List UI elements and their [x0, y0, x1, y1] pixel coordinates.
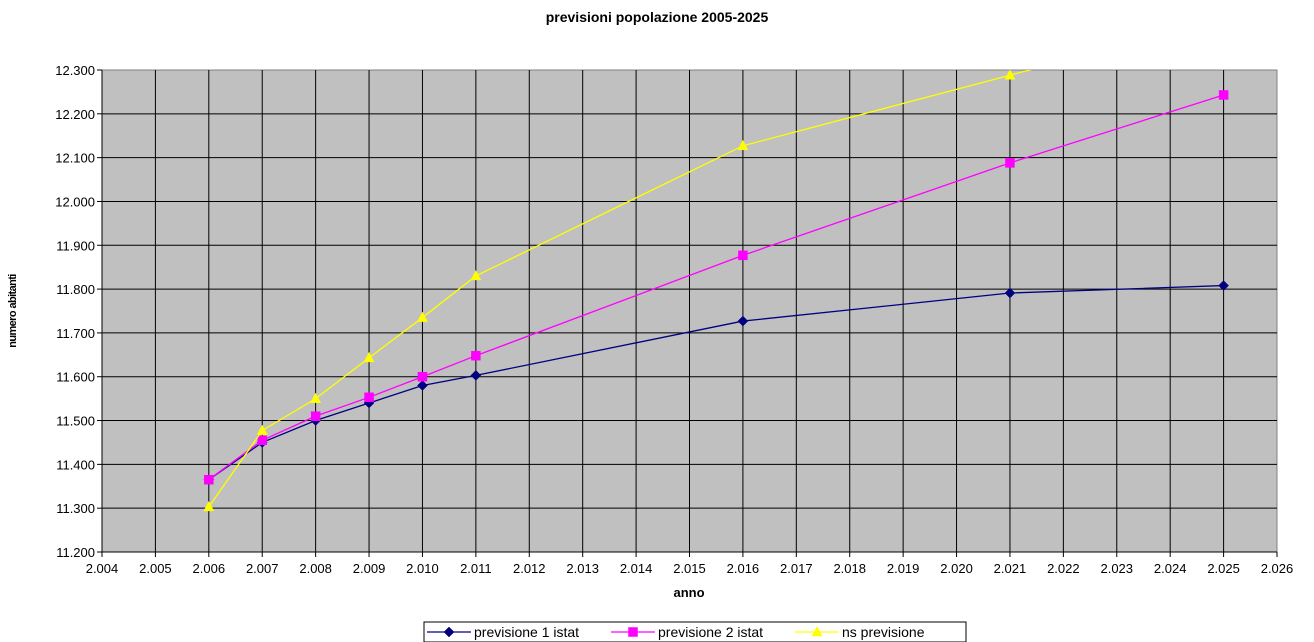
x-tick-label: 2.014 [620, 561, 653, 576]
legend-box [423, 621, 967, 642]
data-point [1005, 158, 1015, 168]
x-tick-label: 2.015 [673, 561, 706, 576]
x-tick-label: 2.016 [727, 561, 760, 576]
data-point [417, 311, 428, 322]
legend-label: previsione 1 istat [474, 624, 579, 640]
x-tick-label: 2.011 [460, 561, 492, 576]
x-tick-label: 2.004 [86, 561, 119, 576]
x-tick-label: 2.024 [1154, 561, 1187, 576]
x-tick-label: 2.025 [1207, 561, 1240, 576]
data-point [1004, 287, 1016, 299]
x-tick-label: 2.013 [566, 561, 599, 576]
x-tick-label: 2.007 [246, 561, 279, 576]
x-tick-label: 2.023 [1100, 561, 1133, 576]
data-point [1218, 90, 1229, 100]
legend-label: ns previsione [842, 624, 925, 640]
x-tick-label: 2.021 [994, 561, 1027, 576]
chart-title: previsioni popolazione 2005-2025 [546, 9, 769, 25]
x-tick-label: 2.019 [887, 561, 920, 576]
data-point [417, 371, 428, 382]
data-point [1004, 70, 1016, 80]
y-tick-label: 11.800 [56, 282, 95, 297]
y-tick-label: 11.200 [56, 545, 95, 560]
data-point [257, 435, 267, 446]
axes: 2.004 2.005 2.006 2.007 2.008 2.009 2.010 2.011… [55, 63, 1293, 576]
data-point [737, 139, 749, 151]
legend-entry: previsione 1 istat [427, 624, 579, 640]
y-tick-label: 11.300 [56, 501, 95, 516]
x-tick-label: 2.017 [780, 561, 813, 576]
x-tick-label: 2.012 [513, 561, 546, 576]
x-tick-label: 2.009 [353, 561, 386, 576]
data-point [256, 424, 268, 435]
legend-label: previsione 2 istat [658, 624, 763, 640]
y-tick-label: 11.400 [56, 457, 95, 472]
data-point [363, 351, 375, 363]
y-tick-label: 11.700 [56, 326, 95, 341]
legend-marker [811, 625, 823, 637]
data-point [204, 474, 214, 485]
data-point [203, 500, 215, 512]
data-point [738, 250, 748, 261]
legend-entry: ns previsione [795, 624, 925, 640]
x-tick-label: 2.020 [940, 561, 973, 576]
y-axis-label: numero abitanti [7, 274, 19, 348]
series-group [203, 70, 1229, 512]
y-tick-label: 12.000 [55, 194, 95, 209]
x-tick-label: 2.008 [299, 561, 332, 576]
data-point [364, 392, 374, 403]
legend-entry: previsione 2 istat [611, 624, 763, 640]
data-point [310, 411, 321, 421]
data-point [471, 350, 481, 361]
legend-marker [628, 627, 638, 637]
x-tick-label: 2.018 [833, 561, 866, 576]
data-point [470, 269, 482, 281]
data-point [1218, 280, 1229, 291]
y-tick-label: 11.900 [56, 238, 95, 253]
x-axis-label: anno [673, 585, 704, 600]
y-tick-label: 12.100 [55, 151, 95, 166]
series-ns-previsione [203, 70, 1032, 512]
series-previsione-2-istat [204, 90, 1229, 485]
x-tick-label: 2.022 [1047, 561, 1080, 576]
legend: previsione 1 istat previsione 2 istat ns p… [423, 621, 967, 642]
y-tick-label: 11.600 [56, 370, 95, 385]
x-tick-label: 2.005 [139, 561, 172, 576]
data-point [470, 370, 482, 381]
data-point [310, 392, 322, 403]
legend-marker [443, 626, 455, 638]
data-point [417, 380, 428, 391]
data-point [737, 315, 749, 327]
y-tick-label: 12.200 [55, 107, 95, 122]
x-tick-label: 2.026 [1261, 561, 1294, 576]
y-tick-label: 12.300 [55, 63, 95, 78]
grid-lines [102, 70, 1277, 552]
y-tick-label: 11.500 [56, 414, 95, 429]
x-tick-label: 2.006 [193, 561, 226, 576]
x-tick-label: 2.010 [406, 561, 439, 576]
